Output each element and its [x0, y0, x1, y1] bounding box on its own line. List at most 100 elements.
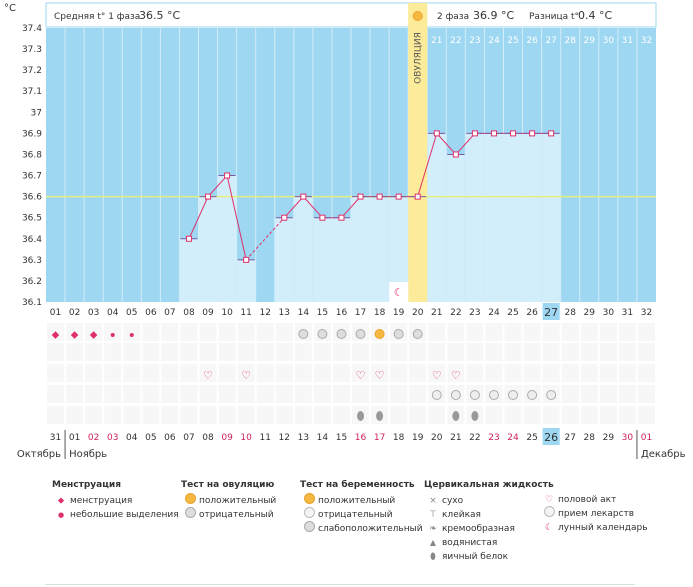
- grid-cell: [447, 323, 465, 341]
- grid-cell: [256, 385, 274, 403]
- grid-cell: [542, 364, 560, 382]
- temperature-point: [281, 214, 288, 221]
- temperature-line: [436, 133, 457, 155]
- temperature-line: [455, 133, 476, 155]
- cycle-day-label: 14: [298, 308, 310, 318]
- temperature-bar: [465, 133, 484, 302]
- legend-item: сухо: [442, 496, 464, 506]
- phase2-label: 2 фаза: [437, 12, 469, 22]
- grid-cell: [428, 323, 446, 341]
- grid-cell: [371, 343, 389, 361]
- grid-cell: [47, 323, 65, 341]
- grid-cell: [66, 364, 84, 382]
- grid-cell: [275, 343, 293, 361]
- cycle-day-label: 12: [259, 308, 270, 318]
- temperature-point: [185, 235, 192, 242]
- date-label: 02: [88, 433, 99, 443]
- temperature-line: [207, 175, 228, 197]
- temperature-point: [548, 130, 555, 137]
- grid-cell: [237, 364, 255, 382]
- grid-cell: [275, 385, 293, 403]
- temperature-point: [529, 130, 536, 137]
- legend-title: Цервикальная жидкость: [424, 480, 554, 490]
- grid-cell: [180, 385, 198, 403]
- temperature-point: [510, 130, 517, 137]
- month-label-right: Декабрь: [641, 449, 686, 460]
- menstruation-drop-icon: ⬥: [90, 328, 98, 341]
- date-label: 03: [107, 433, 118, 443]
- grid-cell: [218, 385, 236, 403]
- date-label: 16: [355, 433, 367, 443]
- grid-cell: [66, 323, 84, 341]
- top-day-label: 28: [564, 36, 576, 46]
- heart-icon: ♡: [241, 369, 251, 382]
- cycle-day-label: 01: [50, 308, 61, 318]
- grid-cell: [599, 343, 617, 361]
- grid-cell: [275, 406, 293, 424]
- temperature-point: [319, 214, 326, 221]
- y-tick-label: 37.4: [22, 24, 42, 34]
- grid-cell: [161, 343, 179, 361]
- top-day-label: 30: [603, 36, 615, 46]
- top-day-label: 23: [469, 36, 480, 46]
- legend-item: менструация: [70, 496, 133, 506]
- fluid-drop-icon: [357, 411, 365, 421]
- legend-item: водянистая: [442, 538, 498, 548]
- grid-cell: [237, 406, 255, 424]
- temperature-line: [226, 175, 247, 260]
- date-label: 07: [183, 433, 194, 443]
- top-day-label: 24: [488, 36, 500, 46]
- y-tick-label: 36.3: [22, 256, 42, 266]
- grid-cell: [428, 364, 446, 382]
- cycle-day-label: 04: [107, 308, 119, 318]
- ovulation-label: ОВУЛЯЦИЯ: [414, 32, 424, 84]
- temperature-bar: [484, 133, 503, 302]
- grid-cell: [504, 343, 522, 361]
- sun-icon: [412, 11, 423, 21]
- grid-cell: [428, 343, 446, 361]
- cycle-day-label: 28: [564, 308, 576, 318]
- grid-cell: [313, 406, 331, 424]
- pregnancy-test-icon: [450, 390, 461, 400]
- negative-ovulation-test-icon: [336, 329, 347, 339]
- grid-cell: [294, 385, 312, 403]
- grid-cell: [237, 323, 255, 341]
- temperature-point: [376, 193, 383, 200]
- grid-cell: [485, 406, 503, 424]
- grid-cell: [47, 385, 65, 403]
- grid-cell: [237, 385, 255, 403]
- temperature-bar: [332, 217, 351, 302]
- grid-cell: [294, 406, 312, 424]
- legend-title: Менструация: [52, 480, 121, 490]
- date-label: 30: [622, 433, 634, 443]
- temperature-line: [302, 196, 323, 219]
- legend-item: половой акт: [558, 495, 617, 505]
- legend-item: положительный: [318, 496, 396, 506]
- date-label: 21: [450, 433, 461, 443]
- pregnancy-test-icon: [431, 390, 442, 400]
- top-day-label: 27: [545, 36, 556, 46]
- creamy-icon: ❧: [429, 524, 437, 534]
- grid-cell: [199, 406, 217, 424]
- date-label: 09: [221, 433, 233, 443]
- temperature-point: [338, 214, 345, 221]
- grid-cell: [123, 385, 141, 403]
- grid-cell: [618, 406, 636, 424]
- temperature-bar: [237, 259, 256, 302]
- cycle-day-label: 09: [202, 308, 214, 318]
- positive-ovulation-test-icon: [374, 329, 385, 339]
- grid-cell: [104, 385, 122, 403]
- cycle-day-label: 21: [431, 308, 442, 318]
- grid-cell: [466, 323, 484, 341]
- grid-cell: [409, 406, 427, 424]
- y-tick-label: 36.8: [22, 150, 42, 160]
- grid-cell: [123, 364, 141, 382]
- cycle-day-label: 10: [221, 308, 233, 318]
- heart-icon: ♡: [451, 369, 461, 382]
- grid-cell: [142, 343, 160, 361]
- fluid-drop-icon: [376, 411, 384, 421]
- grid-cell: [104, 323, 122, 341]
- grid-cell: [66, 343, 84, 361]
- grid-cell: [180, 364, 198, 382]
